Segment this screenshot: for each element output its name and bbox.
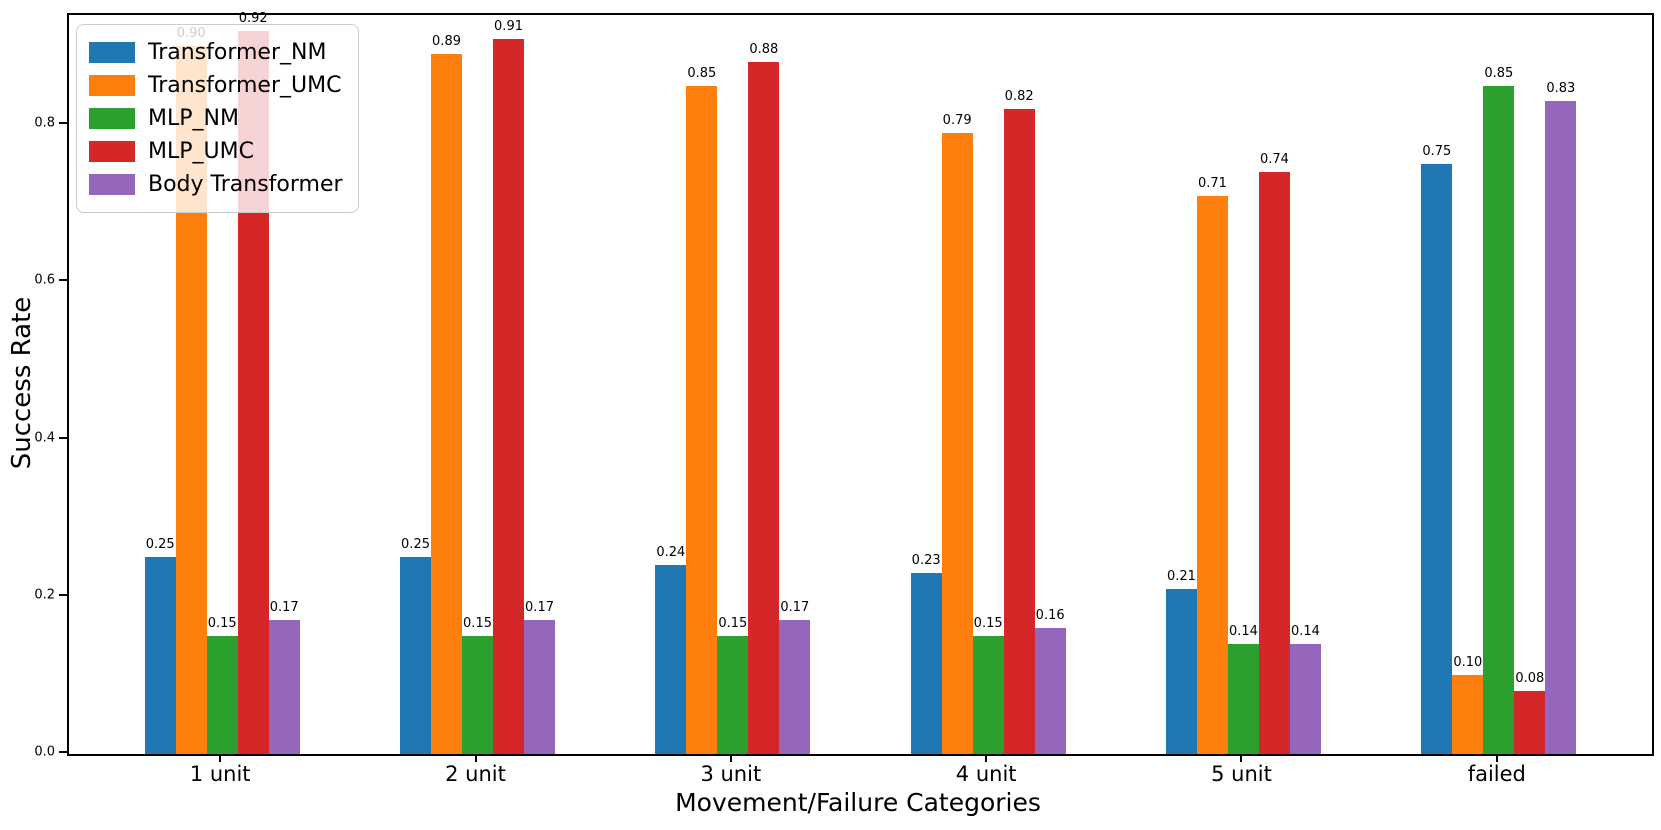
legend-swatch-icon — [89, 75, 135, 96]
bar — [144, 557, 176, 754]
legend-item: Body Transformer — [89, 168, 343, 201]
legend-item: MLP_UMC — [89, 135, 343, 168]
bar-value-label: 0.23 — [911, 553, 941, 569]
bar-value-label: 0.14 — [1290, 623, 1320, 639]
legend-label: Body Transformer — [148, 172, 343, 197]
bar-value-label: 0.71 — [1197, 175, 1227, 191]
y-tick-mark — [59, 751, 67, 753]
x-tick-mark — [729, 754, 732, 762]
legend-label: MLP_NM — [148, 106, 239, 131]
y-tick-label: 0.0 — [34, 744, 55, 760]
bar — [686, 85, 718, 754]
bar-value-label: 0.15 — [463, 616, 492, 632]
x-tick-mark — [1495, 754, 1498, 762]
y-tick-mark — [59, 436, 67, 439]
bar — [206, 636, 238, 754]
bar-value-label: 0.75 — [1422, 144, 1452, 160]
legend-label: Transformer_UMC — [148, 73, 342, 98]
y-axis-label: Success Rate — [7, 296, 37, 470]
bar-value-label: 0.21 — [1166, 568, 1196, 584]
bar-value-label: 0.25 — [401, 537, 430, 553]
y-tick-label: 0.6 — [34, 272, 55, 288]
bar-value-label: 0.15 — [973, 616, 1003, 632]
bar-value-label: 0.25 — [145, 537, 175, 553]
bar-value-label: 0.17 — [780, 600, 810, 616]
bar-value-label: 0.89 — [432, 34, 461, 50]
x-tick-label: failed — [1467, 762, 1526, 786]
bar-value-label: 0.85 — [687, 65, 717, 81]
bar — [1289, 643, 1321, 754]
bar — [431, 54, 463, 754]
bar-value-label: 0.14 — [1228, 623, 1258, 639]
legend-item: MLP_NM — [89, 102, 343, 135]
bar — [941, 132, 973, 754]
x-tick-label: 1 unit — [189, 762, 251, 786]
bar — [655, 565, 687, 754]
bar — [462, 636, 494, 754]
bar-value-label: 0.08 — [1515, 671, 1545, 687]
x-tick-mark — [219, 754, 222, 762]
bar-value-label: 0.74 — [1259, 152, 1289, 168]
bar-value-label: 0.17 — [525, 600, 554, 616]
x-tick-mark — [985, 754, 988, 762]
bar-value-label: 0.15 — [207, 616, 237, 632]
x-tick-label: 5 unit — [1211, 762, 1272, 786]
x-tick-label: 4 unit — [955, 762, 1017, 786]
bar-value-label: 0.15 — [718, 616, 748, 632]
y-tick-mark — [59, 279, 67, 282]
bar-value-label: 0.17 — [269, 600, 299, 616]
bar-value-label: 0.92 — [238, 10, 268, 26]
bar — [400, 557, 432, 754]
y-tick-label: 0.8 — [34, 115, 55, 131]
bar — [493, 38, 525, 754]
y-tick-mark — [59, 593, 67, 596]
legend: Transformer_NM Transformer_UMC MLP_NM MLP_U… — [76, 24, 359, 213]
bar-value-label: 0.10 — [1453, 655, 1483, 671]
plot-area: 0.250.900.150.920.170.250.890.150.910.17… — [67, 10, 1654, 756]
bar — [1421, 164, 1453, 754]
bar-value-label: 0.85 — [1484, 65, 1514, 81]
bar — [779, 620, 811, 754]
bar — [1003, 109, 1035, 754]
bar-value-label: 0.79 — [942, 112, 972, 128]
bar — [524, 620, 556, 754]
bar — [717, 636, 749, 754]
bar — [748, 62, 780, 754]
bar — [910, 573, 942, 754]
bar — [1545, 101, 1577, 754]
legend-label: Transformer_NM — [148, 40, 327, 65]
bar — [1034, 628, 1066, 754]
bar — [1196, 195, 1228, 754]
y-tick-mark — [59, 122, 67, 125]
bar-value-label: 0.82 — [1004, 89, 1034, 105]
x-axis-label: Movement/Failure Categories — [675, 788, 1041, 817]
bar-value-label: 0.83 — [1546, 81, 1576, 97]
x-tick-label: 2 unit — [445, 762, 506, 786]
legend-swatch-icon — [89, 108, 135, 129]
legend-swatch-icon — [89, 174, 135, 195]
legend-swatch-icon — [89, 141, 135, 162]
legend-item: Transformer_NM — [89, 36, 343, 69]
bar — [1483, 85, 1515, 754]
legend-label: MLP_UMC — [148, 139, 254, 164]
bar — [1165, 588, 1197, 754]
legend-swatch-icon — [89, 42, 135, 63]
bar-value-label: 0.24 — [656, 545, 686, 561]
bar — [268, 620, 300, 754]
bar — [1452, 675, 1484, 754]
x-tick-mark — [474, 754, 477, 762]
bar — [1258, 172, 1290, 754]
bar-value-label: 0.16 — [1035, 608, 1065, 624]
bar-value-label: 0.91 — [494, 18, 523, 34]
x-tick-label: 3 unit — [700, 762, 762, 786]
legend-item: Transformer_UMC — [89, 69, 343, 102]
bar-value-label: 0.88 — [749, 42, 779, 58]
x-tick-mark — [1240, 754, 1243, 762]
bar — [972, 636, 1004, 754]
bar — [1514, 691, 1546, 754]
bar — [1227, 643, 1259, 754]
y-tick-label: 0.4 — [34, 430, 55, 446]
y-tick-label: 0.2 — [34, 587, 55, 603]
